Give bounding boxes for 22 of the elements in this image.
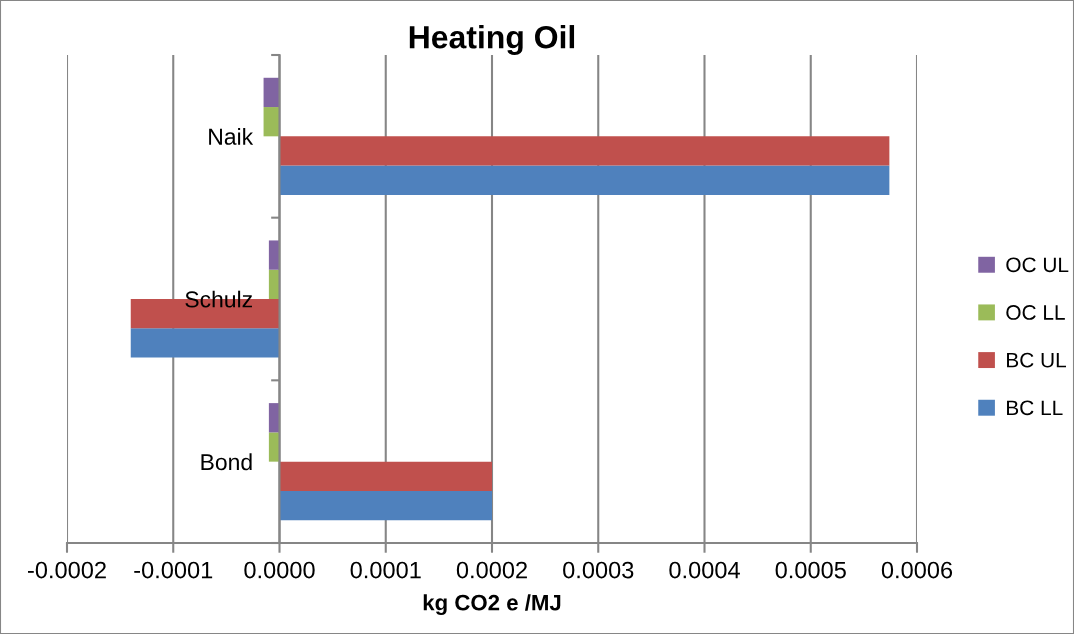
- bar: [279, 461, 492, 491]
- y-tick-label: Bond: [201, 453, 252, 471]
- x-tick-label: 0.0006: [881, 561, 953, 579]
- chart-title: Heating Oil: [409, 25, 575, 55]
- legend-label: OC UL: [1006, 257, 1069, 273]
- x-tick-label: -0.0002: [28, 561, 106, 579]
- x-tick-label: 0.0003: [563, 561, 634, 579]
- legend-label: OC LL: [1006, 305, 1065, 320]
- x-tick-label: 0.0004: [669, 561, 740, 579]
- x-tick-label: 0.0000: [244, 561, 315, 579]
- y-tick-label: Naik: [209, 128, 254, 145]
- bar: [130, 328, 280, 358]
- x-tick-label: 0.0002: [456, 561, 527, 579]
- legend-label: BC UL: [1007, 352, 1066, 368]
- bar: [279, 165, 890, 195]
- x-axis-title: kg CO2 e /MJ: [423, 594, 561, 615]
- bar: [279, 490, 492, 521]
- x-tick-label: -0.0001: [134, 561, 213, 579]
- legend-label: BC LL: [1007, 400, 1063, 416]
- x-tick-label: 0.0005: [775, 561, 846, 579]
- x-tick-label: 0.0001: [350, 561, 421, 579]
- bar: [279, 136, 890, 166]
